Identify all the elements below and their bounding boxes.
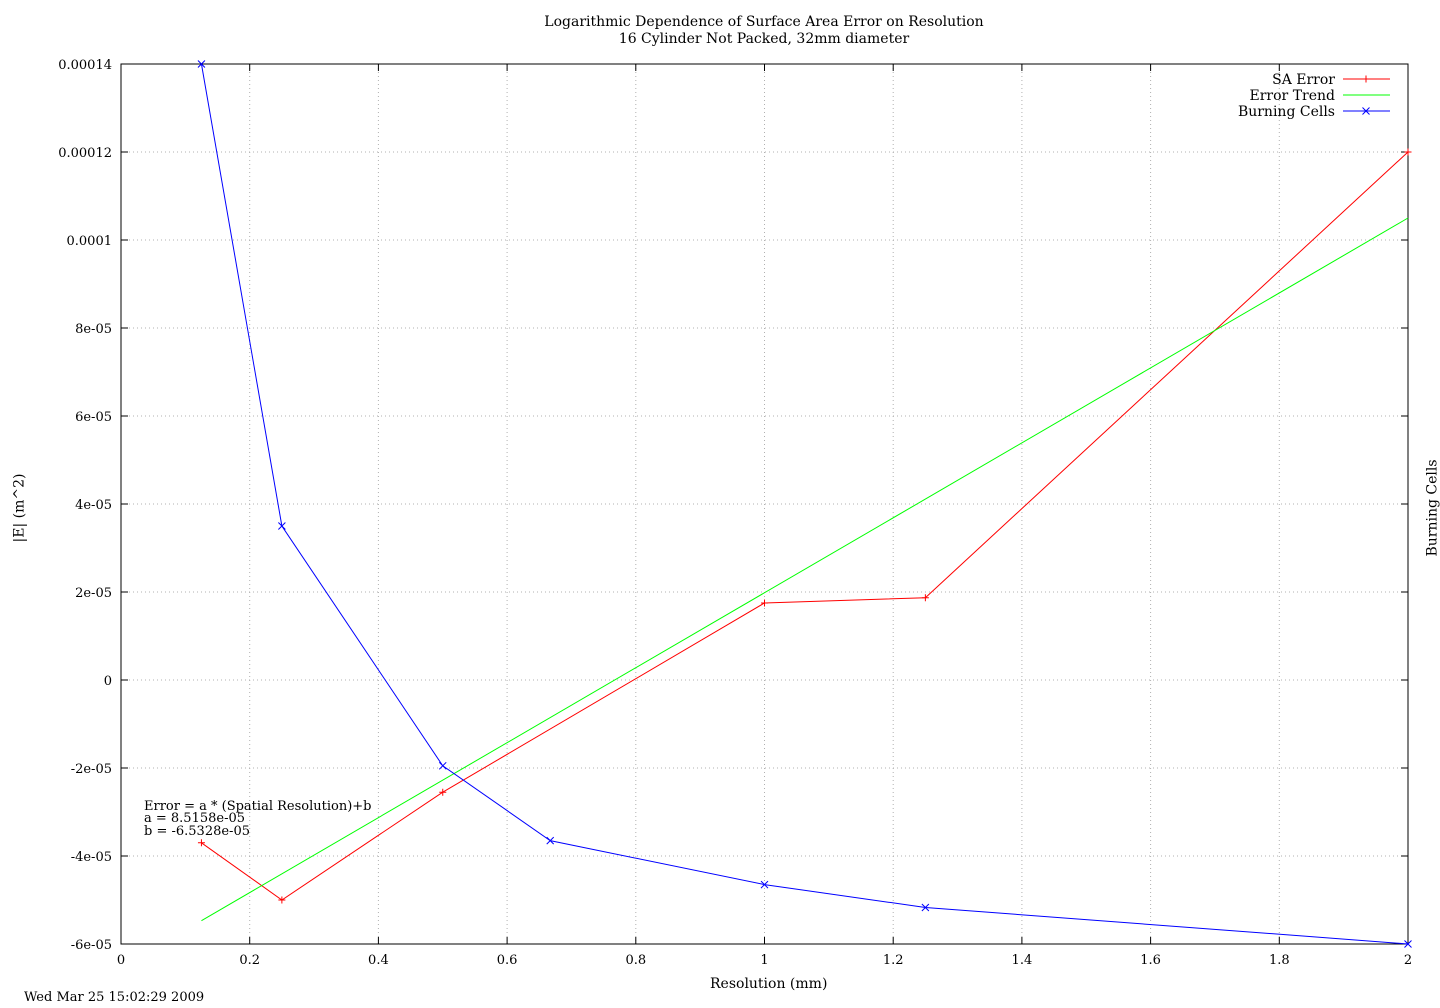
data-point-sa-error [921, 594, 929, 602]
chart-title: Logarithmic Dependence of Surface Area E… [544, 14, 984, 30]
x-tick-label: 1.8 [1269, 953, 1290, 968]
y-tick-label: 0.00012 [58, 146, 112, 161]
data-point-burning-cells [921, 903, 930, 912]
legend-marker-sa-error [1362, 75, 1370, 83]
legend-label-sa-error: SA Error [1272, 72, 1335, 88]
data-point-sa-error [761, 599, 768, 607]
series-lines [197, 60, 1412, 948]
data-point-sa-error [1404, 148, 1412, 156]
x-tick-label: 2 [1404, 953, 1412, 968]
x-tick-label: 0.8 [625, 953, 646, 968]
legend-marker-burning-cells [1362, 107, 1370, 115]
axis-ticks: 0 0.2 0.4 0.6 0.8 1 1.2 1.4 1.6 1.8 2 -6e-05 -4e-05 -… [58, 58, 1412, 968]
x-tick-label: 1.4 [1012, 953, 1033, 968]
y-tick-label: -2e-05 [71, 762, 112, 777]
x-tick-label: 0.4 [368, 953, 389, 968]
legend-label-burning-cells: Burning Cells [1238, 104, 1335, 120]
x-axis-label: Resolution (mm) [710, 976, 828, 992]
data-point-burning-cells [278, 522, 286, 530]
data-point-burning-cells [546, 836, 555, 845]
x-tick-label: 0.6 [497, 953, 518, 968]
y-tick-label: 4e-05 [75, 498, 112, 513]
y-tick-label: 6e-05 [75, 410, 112, 425]
series-line-sa-error [201, 151, 1409, 901]
data-point-burning-cells [197, 60, 206, 68]
grid [121, 64, 1408, 944]
y-tick-label: 0.0001 [67, 234, 113, 249]
y-axis-label: |E| (m^2) [11, 473, 28, 543]
x-tick-label: 1.2 [883, 953, 904, 968]
y-tick-label: -4e-05 [71, 850, 112, 865]
chart-subtitle: 16 Cylinder Not Packed, 32mm diameter [618, 31, 910, 47]
series-line-error-trend [201, 217, 1409, 922]
data-point-sa-error [278, 896, 286, 904]
data-point-sa-error [439, 788, 447, 796]
y-tick-label: 0 [104, 674, 112, 689]
timestamp: Wed Mar 25 15:02:29 2009 [24, 990, 205, 1005]
legend-label-error-trend: Error Trend [1250, 88, 1336, 104]
x-tick-label: 0 [117, 953, 125, 968]
y-tick-label: 8e-05 [75, 322, 112, 337]
x-tick-label: 1 [760, 953, 768, 968]
y-tick-label: 0.00014 [58, 58, 112, 73]
fit-equation: Error = a * (Spatial Resolution)+b [144, 799, 372, 814]
y-tick-label: -6e-05 [71, 938, 112, 953]
data-point-burning-cells [760, 880, 769, 889]
y-tick-label: 2e-05 [75, 586, 112, 601]
data-point-burning-cells [1404, 940, 1412, 948]
x-tick-label: 1.6 [1140, 953, 1161, 968]
fit-param-a: a = 8.5158e-05 [144, 811, 246, 826]
x-tick-label: 0.2 [239, 953, 260, 968]
fit-param-b: b = -6.5328e-05 [144, 824, 250, 839]
y2-axis-label: Burning Cells [1424, 459, 1440, 557]
series-line-burning-cells [200, 63, 1409, 945]
data-point-burning-cells [438, 761, 447, 770]
data-point-sa-error [197, 839, 205, 847]
